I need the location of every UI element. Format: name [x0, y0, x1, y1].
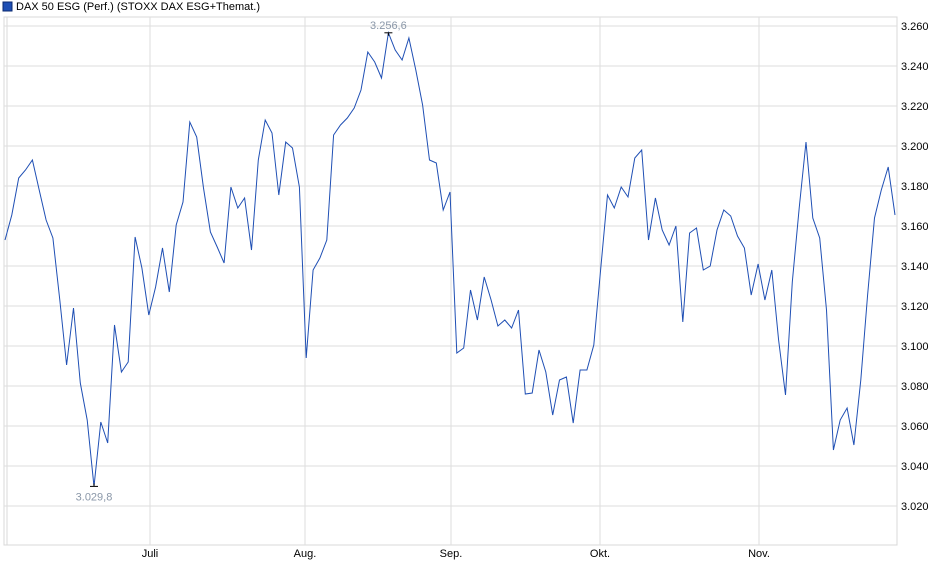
y-tick-label: 3.060 — [901, 421, 929, 433]
y-tick-label: 3.140 — [901, 261, 929, 273]
series-line — [4, 30, 896, 487]
y-tick-label: 3.160 — [901, 221, 929, 233]
y-tick-label: 3.180 — [901, 181, 929, 193]
max-label: 3.256,6 — [370, 20, 407, 32]
x-tick-label: Nov. — [748, 548, 770, 560]
grid — [3, 16, 898, 546]
x-tick-label: Okt. — [590, 548, 610, 560]
y-tick-label: 3.120 — [901, 301, 929, 313]
y-tick-label: 3.240 — [901, 61, 929, 73]
y-tick-label: 3.200 — [901, 141, 929, 153]
x-tick-label: Juli — [142, 548, 159, 560]
annotations: 3.256,6 3.029,8 — [76, 20, 407, 504]
legend-label: DAX 50 ESG (Perf.) (STOXX DAX ESG+Themat… — [16, 1, 260, 13]
y-tick-label: 3.080 — [901, 381, 929, 393]
y-tick-label: 3.040 — [901, 461, 929, 473]
y-tick-label: 3.260 — [901, 21, 929, 33]
y-tick-label: 3.020 — [901, 501, 929, 513]
y-tick-label: 3.220 — [901, 101, 929, 113]
min-label: 3.029,8 — [76, 491, 113, 503]
y-axis: 3.020 3.040 3.060 3.080 3.100 3.120 3.140 3.160… — [901, 21, 929, 513]
legend-swatch — [2, 1, 13, 12]
x-tick-label: Sep. — [440, 548, 463, 560]
legend: DAX 50 ESG (Perf.) (STOXX DAX ESG+Themat… — [2, 1, 260, 13]
series — [4, 30, 896, 487]
x-axis: Juli Aug. Sep. Okt. Nov. — [142, 548, 770, 560]
x-tick-label: Aug. — [294, 548, 317, 560]
y-tick-label: 3.100 — [901, 341, 929, 353]
